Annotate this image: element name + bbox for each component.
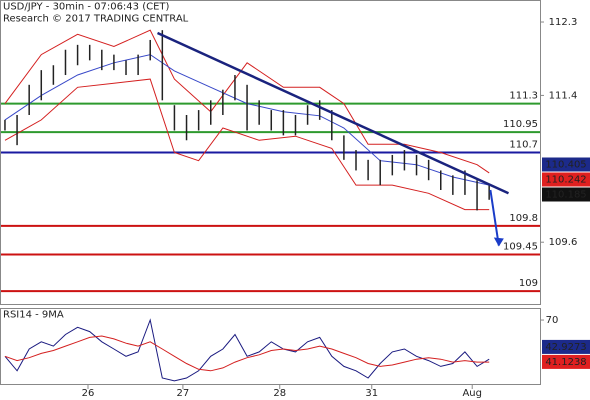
x-tick-label: 28 (273, 388, 286, 399)
rsi-line (4, 318, 490, 382)
x-tick-label: 31 (365, 388, 378, 399)
trendline (156, 31, 510, 195)
rsi-pane (0, 308, 541, 385)
arrow-head (493, 237, 504, 247)
price-box (542, 339, 590, 354)
level-label: 110.7 (509, 140, 538, 151)
rsi-ma-line (4, 335, 490, 372)
y-tick-label: 109.6 (549, 237, 578, 248)
rsi-title: RSI14 - 9MA (3, 309, 64, 320)
rsi-tick-label: 70 (546, 315, 559, 326)
band-upper (4, 29, 490, 174)
price-box-label: 110.242 (545, 174, 586, 185)
price-box-label: 42.9273 (545, 342, 586, 353)
price-pane (0, 0, 541, 305)
price-box-label: 41.1238 (545, 357, 586, 368)
chart-subtitle: Research © 2017 TRADING CENTRAL (3, 13, 189, 24)
y-tick-label: 111.4 (549, 90, 578, 101)
band-lower (4, 78, 490, 211)
price-box-label: 110.185 (545, 189, 586, 200)
level-label: 109.45 (503, 241, 538, 252)
forecast-arrow (489, 189, 500, 246)
price-box (542, 172, 590, 187)
y-tick-label: 112.3 (549, 17, 578, 28)
x-tick-label: Aug (462, 388, 482, 399)
level-label: 109 (519, 278, 538, 289)
price-box (542, 187, 590, 202)
price-box (542, 157, 590, 172)
level-label: 109.8 (509, 213, 538, 224)
x-tick-label: 26 (82, 388, 95, 399)
level-label: 111.3 (509, 91, 538, 102)
level-label: 110.95 (503, 119, 538, 130)
price-box-label: 110.405 (545, 159, 586, 170)
x-tick-label: 27 (177, 388, 190, 399)
chart-title: USD/JPY - 30min - 07:06:43 (CET) (3, 1, 170, 12)
price-box (542, 354, 590, 369)
